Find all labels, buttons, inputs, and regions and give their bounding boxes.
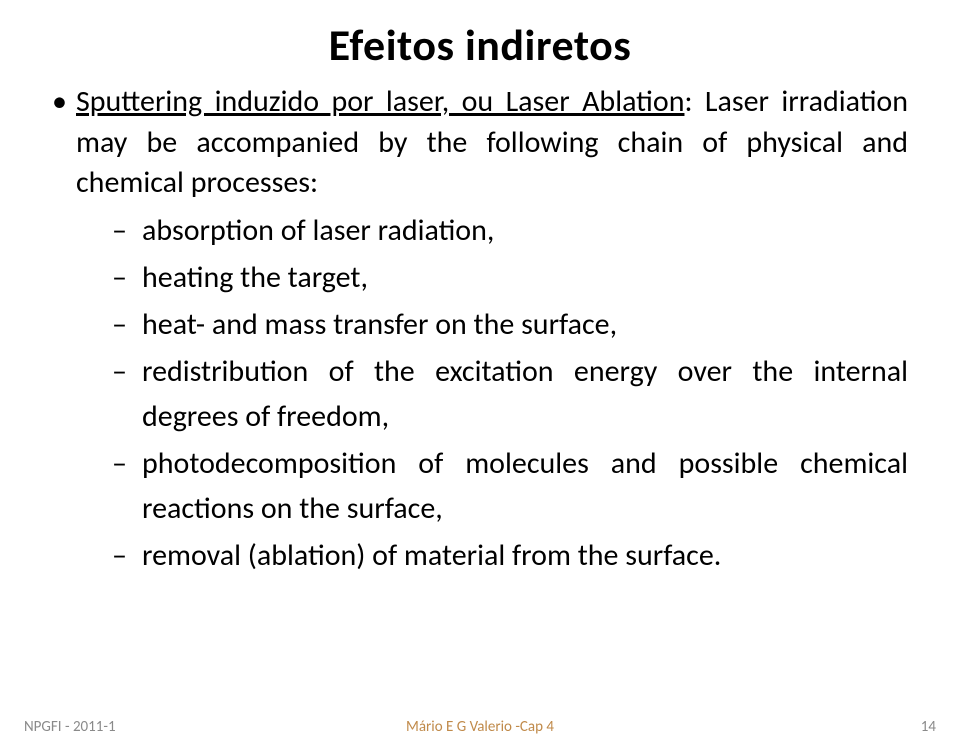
slide-title: Efeitos indiretos — [52, 18, 908, 72]
sub-bullet: removal (ablation) of material from the … — [112, 533, 908, 578]
sub-bullet: redistribution of the excitation energy … — [112, 349, 908, 439]
footer-page-number: 14 — [921, 718, 936, 736]
sub-bullet: heat- and mass transfer on the surface, — [112, 302, 908, 347]
slide: Efeitos indiretos Sputtering induzido po… — [0, 0, 960, 748]
sub-bullet-list: absorption of laser radiation, heating t… — [52, 208, 908, 578]
footer-center: Mário E G Valerio -Cap 4 — [406, 718, 554, 736]
footer-left: NPGFI - 2011-1 — [24, 718, 116, 736]
bullet-lead-underlined: Sputtering induzido por laser, ou Laser … — [76, 83, 684, 120]
sub-bullet: heating the target, — [112, 255, 908, 300]
bullet-level-1: Sputtering induzido por laser, ou Laser … — [52, 82, 908, 204]
footer: NPGFI - 2011-1 Mário E G Valerio -Cap 4 … — [0, 718, 960, 736]
sub-bullet: photodecomposition of molecules and poss… — [112, 441, 908, 531]
sub-bullet: absorption of laser radiation, — [112, 208, 908, 253]
